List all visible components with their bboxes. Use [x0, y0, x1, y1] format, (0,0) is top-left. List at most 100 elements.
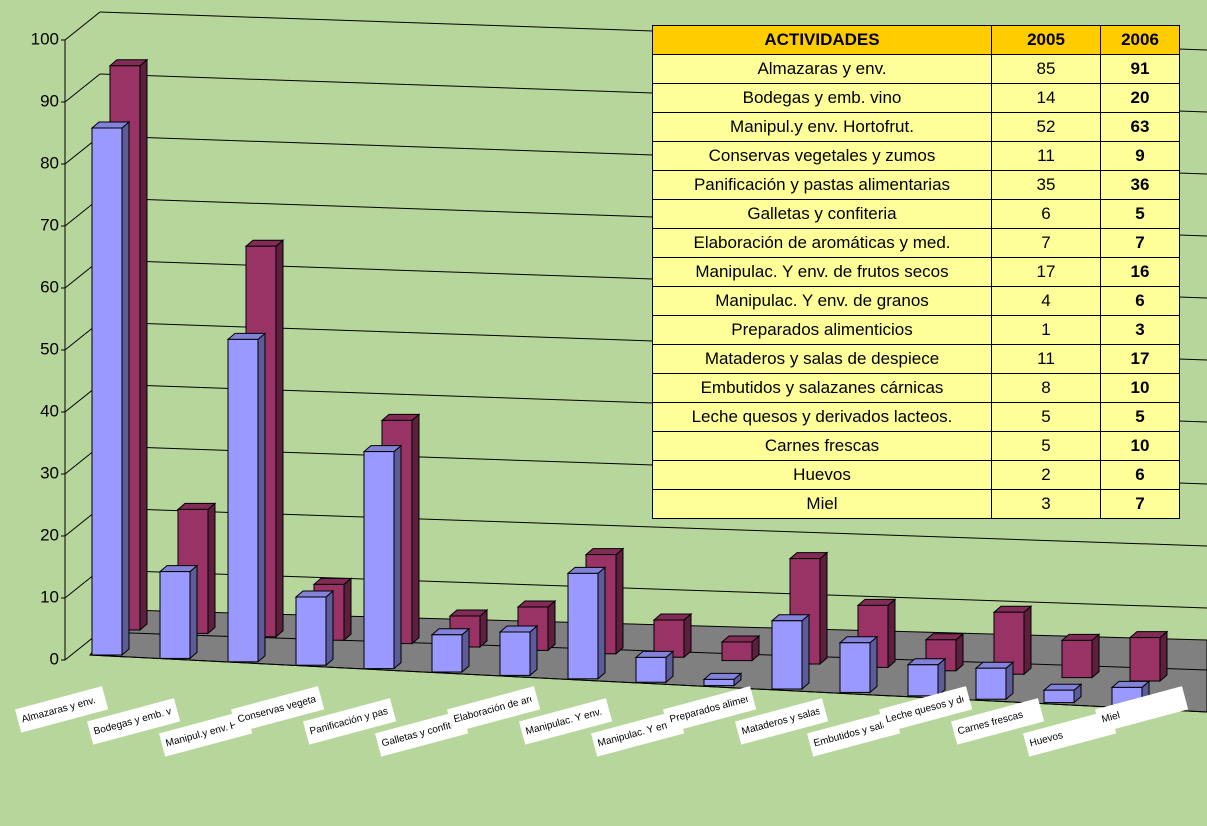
- bar: [432, 635, 462, 672]
- value-cell: 4: [992, 287, 1101, 316]
- bar-top: [518, 601, 555, 607]
- activity-cell: Preparados alimenticios: [653, 316, 992, 345]
- bar-top: [908, 659, 945, 665]
- bar-side: [1160, 632, 1167, 681]
- activity-cell: Huevos: [653, 461, 992, 490]
- bar: [636, 657, 666, 682]
- value-cell: 5: [992, 432, 1101, 461]
- value-cell: 1: [992, 316, 1101, 345]
- bar-top: [92, 122, 129, 128]
- bar-top: [926, 634, 963, 640]
- bar-side: [258, 333, 265, 661]
- value-cell: 11: [992, 345, 1101, 374]
- header-cell: ACTIVIDADES: [653, 26, 992, 55]
- y-tick-label: 40: [40, 401, 59, 420]
- bar-top: [568, 567, 605, 573]
- activity-cell: Galletas y confiteria: [653, 200, 992, 229]
- value-cell: 10: [1101, 374, 1180, 403]
- bar-side: [802, 615, 809, 689]
- activity-cell: Leche quesos y derivados lacteos.: [653, 403, 992, 432]
- bar-side: [1024, 606, 1031, 674]
- value-cell: 9: [1101, 142, 1180, 171]
- value-cell: 5: [992, 403, 1101, 432]
- table-row: Almazaras y env.8591: [653, 55, 1180, 84]
- activity-cell: Conservas vegetales y zumos: [653, 142, 992, 171]
- bar-top: [382, 414, 419, 420]
- bar-side: [276, 240, 283, 637]
- page: 0102030405060708090100Almazaras y env.Bo…: [0, 0, 1207, 826]
- bar-side: [140, 60, 147, 630]
- bar-top: [450, 610, 487, 616]
- value-cell: 11: [992, 142, 1101, 171]
- y-tick-label: 20: [40, 525, 59, 544]
- bar-side: [616, 549, 623, 654]
- bar-side: [462, 629, 469, 672]
- value-cell: 20: [1101, 84, 1180, 113]
- table-header-row: ACTIVIDADES 2005 2006: [653, 26, 1180, 55]
- activity-cell: Elaboración de aromáticas y med.: [653, 229, 992, 258]
- grid-line: [65, 74, 100, 102]
- bar: [772, 621, 802, 689]
- bar: [500, 632, 530, 675]
- bar: [1062, 640, 1092, 677]
- bar-top: [500, 626, 537, 632]
- bar: [160, 572, 190, 659]
- bar-top: [976, 662, 1013, 668]
- bar: [364, 452, 394, 669]
- bar-top: [160, 566, 197, 572]
- bar-side: [530, 626, 537, 675]
- value-cell: 7: [1101, 490, 1180, 519]
- activity-cell: Almazaras y env.: [653, 55, 992, 84]
- table-row: Leche quesos y derivados lacteos.55: [653, 403, 1180, 432]
- bar-top: [1044, 684, 1081, 690]
- value-cell: 91: [1101, 55, 1180, 84]
- y-tick-label: 100: [31, 29, 59, 48]
- y-tick-label: 50: [40, 339, 59, 358]
- table-row: Manipulac. Y env. de frutos secos1716: [653, 258, 1180, 287]
- bar-side: [326, 591, 333, 665]
- bar: [1044, 690, 1074, 702]
- bar-side: [412, 414, 419, 643]
- value-cell: 3: [1101, 316, 1180, 345]
- bar-top: [654, 614, 691, 620]
- y-tick-label: 30: [40, 463, 59, 482]
- value-cell: 2: [992, 461, 1101, 490]
- activity-cell: Embutidos y salazanes cárnicas: [653, 374, 992, 403]
- data-table: ACTIVIDADES 2005 2006 Almazaras y env.85…: [652, 25, 1180, 519]
- bar: [92, 128, 122, 655]
- value-cell: 17: [1101, 345, 1180, 374]
- bar-top: [840, 637, 877, 643]
- header-cell: 2006: [1101, 26, 1180, 55]
- table-row: Panificación y pastas alimentarias3536: [653, 171, 1180, 200]
- table-row: Carnes frescas510: [653, 432, 1180, 461]
- activity-cell: Miel: [653, 490, 992, 519]
- value-cell: 16: [1101, 258, 1180, 287]
- bar-top: [296, 591, 333, 597]
- y-tick-label: 0: [50, 649, 59, 668]
- bar: [976, 668, 1006, 699]
- activity-cell: Bodegas y emb. vino: [653, 84, 992, 113]
- bar: [840, 643, 870, 693]
- bar: [568, 573, 598, 678]
- table-row: Conservas vegetales y zumos119: [653, 142, 1180, 171]
- activity-cell: Carnes frescas: [653, 432, 992, 461]
- activity-cell: Panificación y pastas alimentarias: [653, 171, 992, 200]
- bar-top: [858, 599, 895, 605]
- bar-side: [870, 637, 877, 693]
- table-row: Embutidos y salazanes cárnicas810: [653, 374, 1180, 403]
- bar: [1130, 638, 1160, 681]
- value-cell: 7: [992, 229, 1101, 258]
- value-cell: 36: [1101, 171, 1180, 200]
- bar-top: [790, 553, 827, 559]
- bar-top: [1112, 681, 1149, 687]
- activity-cell: Mataderos y salas de despiece: [653, 345, 992, 374]
- value-cell: 35: [992, 171, 1101, 200]
- bar-side: [344, 578, 351, 640]
- bar-top: [432, 629, 469, 635]
- bar: [704, 679, 734, 685]
- bar-side: [548, 601, 555, 650]
- value-cell: 14: [992, 84, 1101, 113]
